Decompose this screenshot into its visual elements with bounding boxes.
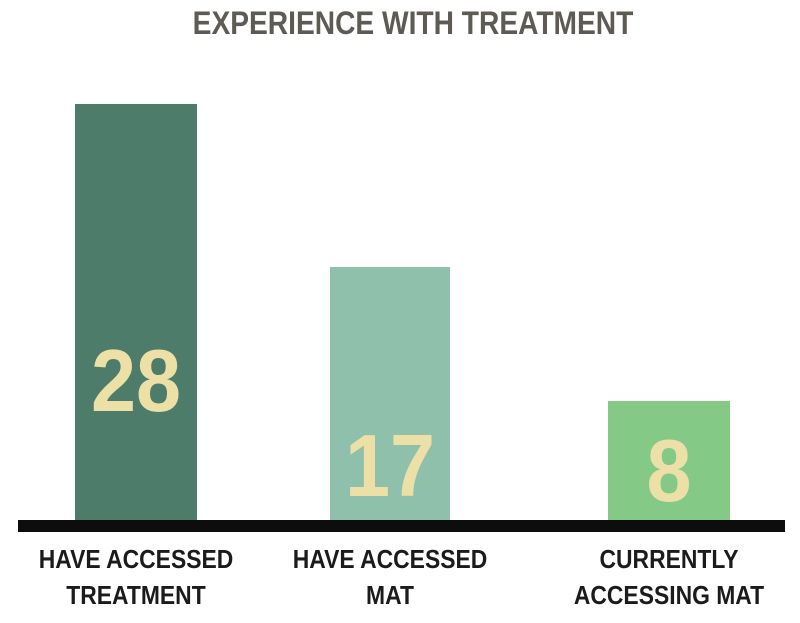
x-axis-baseline	[18, 520, 785, 532]
bar-value-have-accessed-treatment: 28	[90, 331, 182, 430]
bar-currently-accessing-mat: 8	[608, 401, 730, 520]
x-axis-label-have-accessed-treatment: HAVE ACCESSED TREATMENT	[38, 544, 234, 610]
x-axis-label-currently-accessing-mat: CURRENTLY ACCESSING MAT	[573, 544, 765, 610]
x-axis-label-have-accessed-mat: HAVE ACCESSED MAT	[292, 544, 488, 610]
bar-have-accessed-mat: 17	[330, 267, 450, 520]
bar-value-currently-accessing-mat: 8	[646, 421, 692, 520]
bar-have-accessed-treatment: 28	[75, 104, 197, 520]
bar-value-have-accessed-mat: 17	[344, 416, 436, 515]
chart-title: EXPERIENCE WITH TREATMENT	[192, 5, 634, 41]
